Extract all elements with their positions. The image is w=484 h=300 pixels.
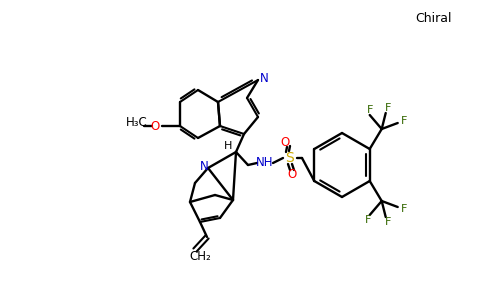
- Text: N: N: [199, 160, 209, 173]
- Text: S: S: [286, 151, 294, 165]
- Text: H₃C: H₃C: [126, 116, 148, 130]
- Text: NH: NH: [256, 157, 274, 169]
- Text: F: F: [401, 116, 407, 126]
- Text: F: F: [384, 217, 391, 227]
- Text: N: N: [259, 71, 268, 85]
- Text: CH₂: CH₂: [189, 250, 211, 263]
- Text: O: O: [287, 169, 297, 182]
- Text: F: F: [364, 215, 371, 225]
- Text: O: O: [151, 119, 160, 133]
- Text: F: F: [401, 204, 407, 214]
- Text: H: H: [224, 141, 232, 151]
- Text: Chiral: Chiral: [415, 11, 452, 25]
- Text: F: F: [384, 103, 391, 113]
- Text: O: O: [280, 136, 289, 148]
- Text: F: F: [366, 105, 373, 115]
